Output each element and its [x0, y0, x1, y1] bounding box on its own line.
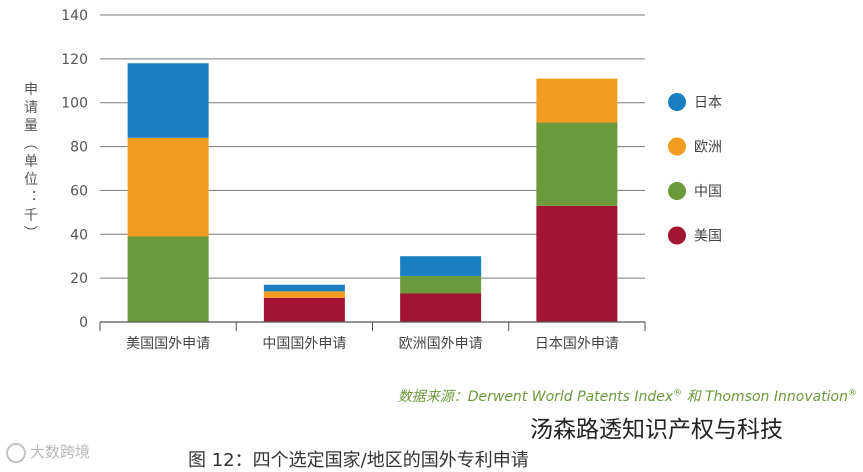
bar-segment [127, 63, 209, 138]
y-tick-label: 40 [70, 227, 88, 243]
legend-label: 中国 [694, 184, 722, 200]
y-tick-label: 80 [70, 140, 88, 156]
watermark-logo: 大数跨境 [6, 441, 90, 463]
watermark-logo-icon [6, 442, 26, 463]
bar-segment [263, 297, 345, 322]
bar-segment [400, 293, 482, 322]
watermark-logo-text: 大数跨境 [30, 443, 91, 461]
y-tick-label: 60 [70, 183, 88, 199]
legend-swatch [668, 137, 686, 156]
x-category-label: 美国国外申请 [126, 336, 210, 352]
legend-label: 欧洲 [694, 140, 722, 156]
bar-segment [400, 275, 482, 294]
source-conj: 和 [682, 389, 706, 405]
y-tick-label: 20 [70, 271, 88, 287]
x-category-label: 中国国外申请 [262, 336, 346, 352]
y-tick-label: 100 [61, 96, 88, 112]
source-prefix: 数据来源： [397, 389, 468, 405]
legend-swatch [668, 182, 686, 200]
y-axis-ticks: 0 20 40 60 80 100 120 140 [61, 8, 88, 331]
legend-swatch [668, 226, 686, 245]
x-axis: 美国国外申请 中国国外申请 欧洲国外申请 日本国外申请 [99, 321, 646, 352]
bar-segment [536, 205, 618, 322]
y-tick-label: 0 [79, 315, 88, 331]
bar-segment [127, 236, 209, 322]
source-note: 数据来源：Derwent World Patents Index® 和 Thom… [398, 386, 857, 406]
source-part1: Derwent World Patents Index [467, 389, 674, 405]
x-category-label: 欧洲国外申请 [399, 336, 483, 352]
x-category-label: 日本国外申请 [535, 336, 619, 352]
bar-segment [536, 122, 618, 206]
y-tick-label: 140 [61, 8, 88, 24]
source-part2: Thomson Innovation [705, 389, 848, 405]
bar-segment [536, 78, 618, 123]
legend-label: 美国 [694, 229, 722, 245]
bar-segment [263, 291, 345, 298]
legend-label: 日本 [694, 95, 722, 111]
source-reg2: ® [848, 388, 857, 399]
source-reg1: ® [673, 388, 683, 399]
legend-swatch [668, 93, 686, 111]
bars [127, 63, 618, 322]
watermark-text: 汤森路透知识产权与科技 [530, 417, 783, 443]
bar-segment [127, 137, 209, 237]
bar-segment [400, 256, 482, 276]
y-tick-label: 120 [61, 52, 88, 68]
y-axis-label: 申请量︵单位︓千︶ [24, 82, 38, 242]
figure-title: 图 12：四个选定国家/地区的国外专利申请 [188, 450, 529, 471]
bar-segment [263, 284, 345, 292]
